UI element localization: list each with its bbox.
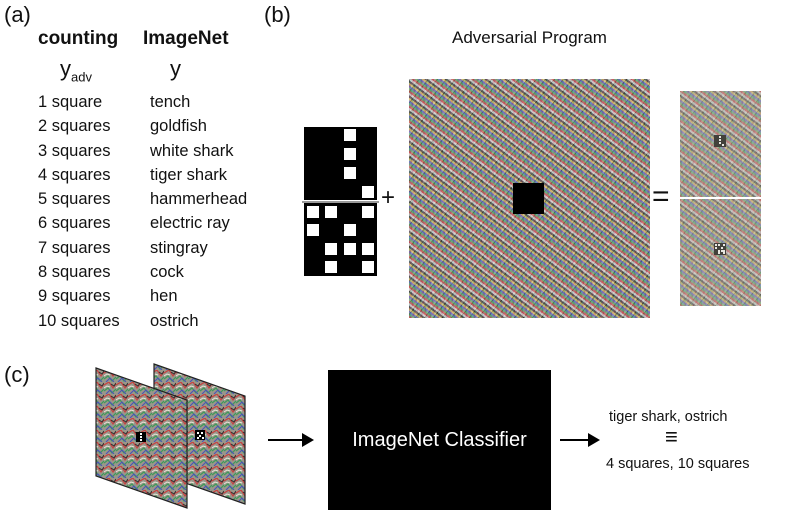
y-adv-symbol: yadv <box>60 56 92 85</box>
equals-sign: = <box>652 180 670 213</box>
embedded-10-squares <box>714 243 726 255</box>
imagenet-header: ImageNet <box>143 28 229 49</box>
imagenet-classifier-box: ImageNet Classifier <box>328 370 551 510</box>
count-image-4-squares <box>304 127 377 200</box>
stacked-input-images <box>95 363 246 509</box>
classifier-label: ImageNet Classifier <box>352 428 527 451</box>
arrow-to-classifier-line <box>268 439 304 441</box>
panel-b-label: (b) <box>264 2 291 27</box>
table-row-count: 3 squares <box>38 141 111 160</box>
table-row-label: hen <box>150 287 178 306</box>
table-row-count: 6 squares <box>38 214 111 233</box>
output-count-labels: 4 squares, 10 squares <box>606 456 750 472</box>
count-column: 1 square 2 squares 3 squares 4 squares 5… <box>38 90 120 333</box>
table-row-count: 10 squares <box>38 311 120 330</box>
arrow-to-output-line <box>560 439 590 441</box>
image-divider <box>302 201 379 203</box>
table-row-label: ostrich <box>150 311 199 330</box>
table-row-label: white shark <box>150 141 234 160</box>
result-image-bottom <box>680 199 761 306</box>
table-row-label: cock <box>150 263 184 282</box>
embedded-4-squares <box>714 135 726 147</box>
counting-header: counting <box>38 28 119 49</box>
table-row-label: tiger shark <box>150 165 228 184</box>
y-symbol: y <box>170 56 181 81</box>
output-imagenet-labels: tiger shark, ostrich <box>609 409 728 425</box>
panel-a-label: (a) <box>4 2 31 27</box>
adversarial-program-image <box>409 79 650 318</box>
count-image-10-squares <box>304 203 377 276</box>
table-row-count: 1 square <box>38 93 103 111</box>
center-hole <box>513 183 544 214</box>
label-column: tench goldfish white shark tiger shark h… <box>150 90 247 333</box>
table-row-label: stingray <box>150 238 208 257</box>
panel-c-label: (c) <box>4 362 30 387</box>
table-row-label: tench <box>150 93 191 111</box>
equivalence-sign: ≡ <box>665 424 678 449</box>
table-row-count: 8 squares <box>38 263 111 282</box>
table-row-label: goldfish <box>150 117 207 136</box>
table-row-count: 2 squares <box>38 117 111 136</box>
result-divider <box>680 197 761 199</box>
table-row-label: hammerhead <box>150 190 248 209</box>
result-image-top <box>680 91 761 197</box>
table-row-count: 4 squares <box>38 165 111 184</box>
adversarial-program-title: Adversarial Program <box>452 28 607 47</box>
table-row-count: 5 squares <box>38 190 111 209</box>
arrow-to-classifier-head <box>302 433 314 447</box>
plus-sign: + <box>381 184 396 211</box>
table-row-label: electric ray <box>150 214 230 233</box>
table-row-count: 7 squares <box>38 238 111 257</box>
arrow-to-output-head <box>588 433 600 447</box>
table-row-count: 9 squares <box>38 287 111 306</box>
